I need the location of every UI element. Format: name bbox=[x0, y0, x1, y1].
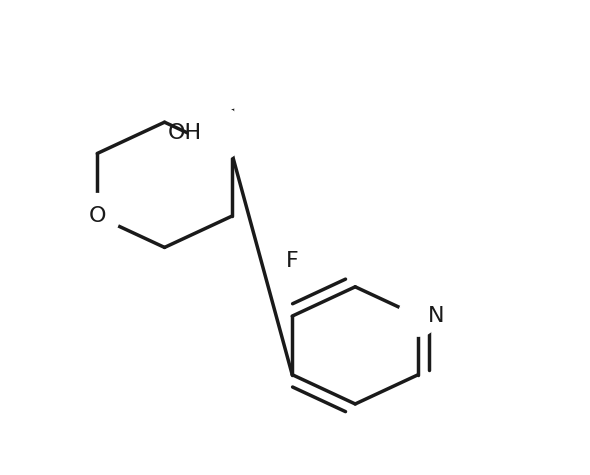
Text: O: O bbox=[88, 206, 106, 226]
Circle shape bbox=[189, 106, 244, 161]
Text: OH: OH bbox=[168, 124, 202, 143]
Circle shape bbox=[398, 296, 438, 336]
Circle shape bbox=[274, 253, 310, 288]
Circle shape bbox=[74, 193, 120, 239]
Text: N: N bbox=[428, 306, 445, 326]
Circle shape bbox=[227, 98, 237, 108]
Text: F: F bbox=[286, 251, 299, 271]
